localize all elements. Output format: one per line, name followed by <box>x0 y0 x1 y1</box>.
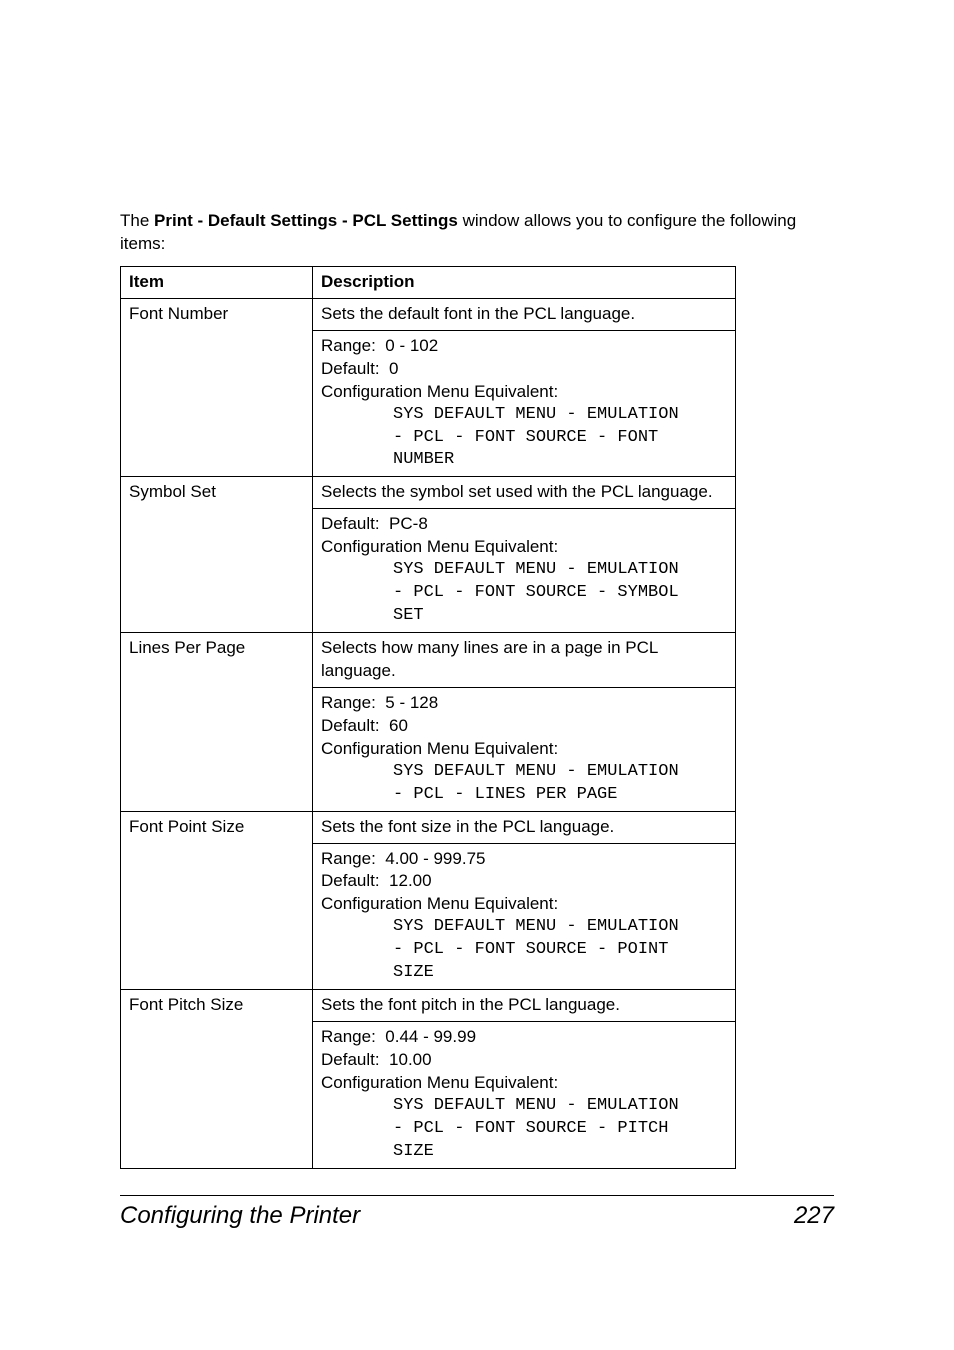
intro-paragraph: The Print - Default Settings - PCL Setti… <box>120 0 834 256</box>
menu-line: NUMBER <box>393 449 727 472</box>
summary-cell: Selects how many lines are in a page in … <box>313 633 736 688</box>
detail-cell: Range: 0.44 - 99.99 Default: 10.00 Confi… <box>313 1022 736 1169</box>
cme-label: Configuration Menu Equivalent: <box>321 738 727 761</box>
range-value: 5 - 128 <box>385 693 438 712</box>
menu-equivalent-block: SYS DEFAULT MENU - EMULATION - PCL - FON… <box>321 1095 727 1164</box>
intro-bold: Print - Default Settings - PCL Settings <box>154 211 458 230</box>
default-line: Default: 60 <box>321 715 727 738</box>
pcl-settings-table: Item Description Font Number Sets the de… <box>120 266 736 1169</box>
menu-line: - PCL - LINES PER PAGE <box>393 784 727 807</box>
footer-page-number: 227 <box>794 1202 834 1230</box>
detail-cell: Range: 0 - 102 Default: 0 Configuration … <box>313 330 736 477</box>
menu-line: SYS DEFAULT MENU - EMULATION <box>393 1095 727 1118</box>
summary-cell: Sets the font size in the PCL language. <box>313 811 736 843</box>
table-row: Lines Per Page Selects how many lines ar… <box>121 633 736 688</box>
cme-label: Configuration Menu Equivalent: <box>321 536 727 559</box>
table-row: Symbol Set Selects the symbol set used w… <box>121 477 736 509</box>
menu-line: SIZE <box>393 1141 727 1164</box>
table-row: Font Pitch Size Sets the font pitch in t… <box>121 990 736 1022</box>
range-label: Range: <box>321 336 376 355</box>
menu-line: SYS DEFAULT MENU - EMULATION <box>393 761 727 784</box>
footer-row: Configuring the Printer 227 <box>120 1202 834 1230</box>
range-value: 0 - 102 <box>385 336 438 355</box>
table-row: Font Number Sets the default font in the… <box>121 298 736 330</box>
range-label: Range: <box>321 1027 376 1046</box>
summary-cell: Sets the font pitch in the PCL language. <box>313 990 736 1022</box>
default-value: 10.00 <box>389 1050 432 1069</box>
default-value: 12.00 <box>389 871 432 890</box>
menu-line: SYS DEFAULT MENU - EMULATION <box>393 559 727 582</box>
header-description: Description <box>313 266 736 298</box>
range-line: Range: 0 - 102 <box>321 335 727 358</box>
detail-cell: Range: 4.00 - 999.75 Default: 12.00 Conf… <box>313 843 736 990</box>
range-label: Range: <box>321 693 376 712</box>
summary-cell: Selects the symbol set used with the PCL… <box>313 477 736 509</box>
default-value: PC-8 <box>389 514 428 533</box>
menu-equivalent-block: SYS DEFAULT MENU - EMULATION - PCL - LIN… <box>321 761 727 807</box>
menu-line: - PCL - FONT SOURCE - PITCH <box>393 1118 727 1141</box>
default-value: 0 <box>389 359 398 378</box>
menu-line: SYS DEFAULT MENU - EMULATION <box>393 404 727 427</box>
default-line: Default: 10.00 <box>321 1049 727 1072</box>
item-cell: Lines Per Page <box>121 633 313 812</box>
default-label: Default: <box>321 716 380 735</box>
default-label: Default: <box>321 871 380 890</box>
default-line: Default: 0 <box>321 358 727 381</box>
menu-equivalent-block: SYS DEFAULT MENU - EMULATION - PCL - FON… <box>321 916 727 985</box>
detail-cell: Default: PC-8 Configuration Menu Equival… <box>313 509 736 633</box>
summary-cell: Sets the default font in the PCL languag… <box>313 298 736 330</box>
default-label: Default: <box>321 359 380 378</box>
menu-equivalent-block: SYS DEFAULT MENU - EMULATION - PCL - FON… <box>321 559 727 628</box>
range-value: 0.44 - 99.99 <box>385 1027 476 1046</box>
cme-label: Configuration Menu Equivalent: <box>321 381 727 404</box>
detail-cell: Range: 5 - 128 Default: 60 Configuration… <box>313 687 736 811</box>
header-item: Item <box>121 266 313 298</box>
range-value: 4.00 - 999.75 <box>385 849 485 868</box>
menu-line: - PCL - FONT SOURCE - FONT <box>393 427 727 450</box>
cme-label: Configuration Menu Equivalent: <box>321 1072 727 1095</box>
range-line: Range: 0.44 - 99.99 <box>321 1026 727 1049</box>
range-line: Range: 5 - 128 <box>321 692 727 715</box>
range-label: Range: <box>321 849 376 868</box>
item-cell: Font Point Size <box>121 811 313 990</box>
menu-equivalent-block: SYS DEFAULT MENU - EMULATION - PCL - FON… <box>321 404 727 473</box>
item-cell: Symbol Set <box>121 477 313 633</box>
menu-line: SYS DEFAULT MENU - EMULATION <box>393 916 727 939</box>
default-label: Default: <box>321 1050 380 1069</box>
range-line: Range: 4.00 - 999.75 <box>321 848 727 871</box>
footer-rule <box>120 1195 834 1196</box>
footer-title: Configuring the Printer <box>120 1202 360 1230</box>
table-header-row: Item Description <box>121 266 736 298</box>
default-line: Default: PC-8 <box>321 513 727 536</box>
menu-line: SET <box>393 605 727 628</box>
item-cell: Font Number <box>121 298 313 477</box>
menu-line: SIZE <box>393 962 727 985</box>
intro-prefix: The <box>120 211 154 230</box>
item-cell: Font Pitch Size <box>121 990 313 1169</box>
default-value: 60 <box>389 716 408 735</box>
table-row: Font Point Size Sets the font size in th… <box>121 811 736 843</box>
cme-label: Configuration Menu Equivalent: <box>321 893 727 916</box>
page-footer: Configuring the Printer 227 <box>120 1195 834 1230</box>
default-line: Default: 12.00 <box>321 870 727 893</box>
menu-line: - PCL - FONT SOURCE - SYMBOL <box>393 582 727 605</box>
menu-line: - PCL - FONT SOURCE - POINT <box>393 939 727 962</box>
default-label: Default: <box>321 514 380 533</box>
